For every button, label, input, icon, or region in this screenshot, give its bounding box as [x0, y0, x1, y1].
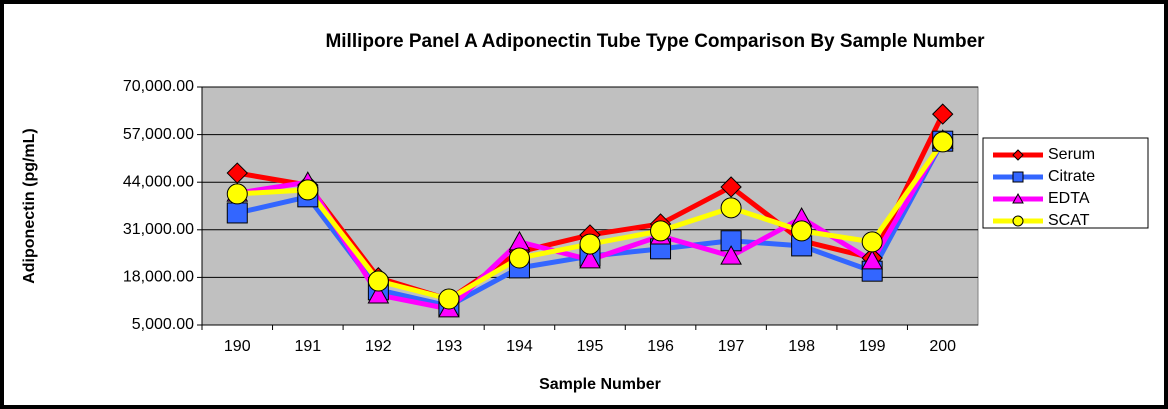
y-axis-label: Adiponectin (pg/mL)	[21, 128, 38, 284]
data-point	[932, 131, 954, 153]
x-tick-label: 197	[718, 338, 745, 355]
x-axis-label: Sample Number	[539, 376, 661, 393]
data-point	[579, 248, 601, 269]
data-point	[226, 183, 248, 205]
data-point	[367, 283, 390, 304]
data-point	[579, 233, 601, 255]
data-point	[650, 220, 672, 242]
legend-label: SCAT	[1048, 212, 1090, 229]
y-tick-label: 31,000.00	[123, 221, 194, 238]
legend-marker	[1012, 171, 1024, 183]
legend-marker	[1012, 215, 1024, 227]
chart-title: Millipore Panel A Adiponectin Tube Type …	[325, 31, 985, 52]
y-tick-label: 57,000.00	[123, 126, 194, 143]
y-tick-label: 44,000.00	[123, 173, 194, 190]
x-tick-label: 191	[294, 338, 321, 355]
x-tick-label: 195	[577, 338, 604, 355]
data-point	[297, 179, 319, 201]
y-tick-label: 18,000.00	[123, 269, 194, 286]
data-point	[438, 288, 460, 310]
data-point	[720, 176, 742, 198]
x-tick-label: 190	[224, 338, 251, 355]
x-tick-label: 192	[365, 338, 392, 355]
x-tick-label: 199	[859, 338, 886, 355]
x-tick-label: 198	[788, 338, 815, 355]
data-point	[720, 245, 742, 265]
legend-label: Citrate	[1048, 168, 1095, 185]
data-point	[932, 103, 954, 125]
data-point	[226, 202, 248, 224]
x-tick-label: 196	[647, 338, 674, 355]
legend-label: EDTA	[1048, 190, 1090, 207]
legend-marker	[1012, 149, 1024, 161]
y-tick-label: 70,000.00	[123, 78, 194, 95]
data-point	[720, 197, 742, 219]
x-tick-label: 200	[929, 338, 956, 355]
plot-area	[201, 86, 979, 326]
data-point	[367, 270, 389, 292]
data-point	[861, 231, 883, 253]
data-point	[508, 247, 530, 269]
x-tick-label: 194	[506, 338, 533, 355]
legend-marker	[1012, 192, 1024, 204]
legend-label: Serum	[1048, 146, 1095, 163]
x-tick-label: 193	[436, 338, 463, 355]
y-tick-label: 5,000.00	[132, 316, 194, 333]
data-point	[791, 220, 813, 242]
data-point	[861, 249, 884, 270]
